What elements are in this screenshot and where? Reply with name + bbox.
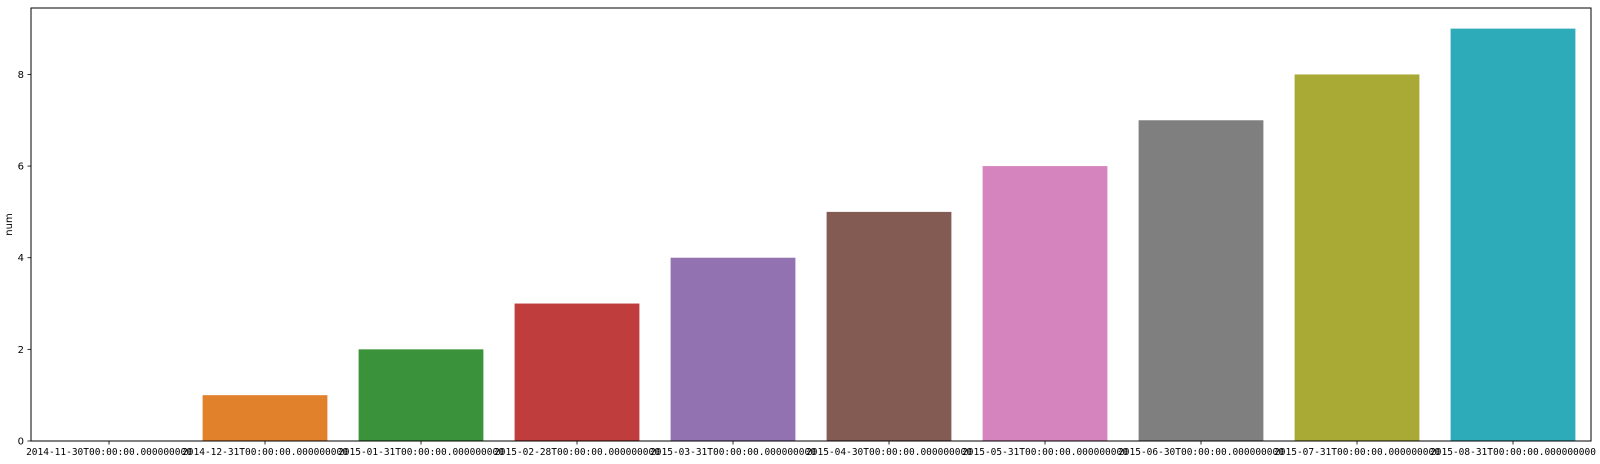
x-tick-label-8: 2015-07-31T00:00:00.000000000 bbox=[1274, 447, 1440, 458]
x-tick-label-1: 2014-12-31T00:00:00.000000000 bbox=[182, 447, 348, 458]
x-tick-label-6: 2015-05-31T00:00:00.000000000 bbox=[962, 447, 1128, 458]
plot-frame bbox=[30, 7, 1592, 442]
x-axis-ticks: 2014-11-30T00:00:00.0000000002014-12-31T… bbox=[26, 441, 1596, 458]
bar-7 bbox=[1138, 120, 1264, 441]
y-axis-label: num bbox=[4, 213, 15, 235]
bar-4 bbox=[670, 257, 796, 441]
x-tick-label-2: 2015-01-31T00:00:00.000000000 bbox=[338, 447, 504, 458]
y-tick-label-4: 8 bbox=[18, 70, 24, 81]
y-tick-label-3: 6 bbox=[18, 162, 24, 173]
bar-2 bbox=[358, 349, 484, 441]
bars-group bbox=[202, 28, 1576, 442]
y-tick-label-1: 2 bbox=[18, 345, 24, 356]
bar-1 bbox=[202, 395, 328, 441]
x-tick-label-0: 2014-11-30T00:00:00.000000000 bbox=[26, 447, 192, 458]
x-tick-label-4: 2015-03-31T00:00:00.000000000 bbox=[650, 447, 816, 458]
x-tick-label-9: 2015-08-31T00:00:00.000000000 bbox=[1430, 447, 1596, 458]
x-tick-label-5: 2015-04-30T00:00:00.000000000 bbox=[806, 447, 972, 458]
bar-5 bbox=[826, 211, 952, 441]
y-tick-label-2: 4 bbox=[18, 253, 24, 264]
y-axis-ticks: 0 2 4 6 8 bbox=[18, 70, 31, 448]
bar-9 bbox=[1450, 28, 1576, 441]
bar-6 bbox=[982, 166, 1108, 442]
x-tick-label-3: 2015-02-28T00:00:00.000000000 bbox=[494, 447, 660, 458]
y-tick-label-0: 0 bbox=[18, 437, 24, 448]
bar-8 bbox=[1294, 74, 1420, 442]
x-tick-label-7: 2015-06-30T00:00:00.000000000 bbox=[1118, 447, 1284, 458]
bar-3 bbox=[514, 303, 640, 441]
